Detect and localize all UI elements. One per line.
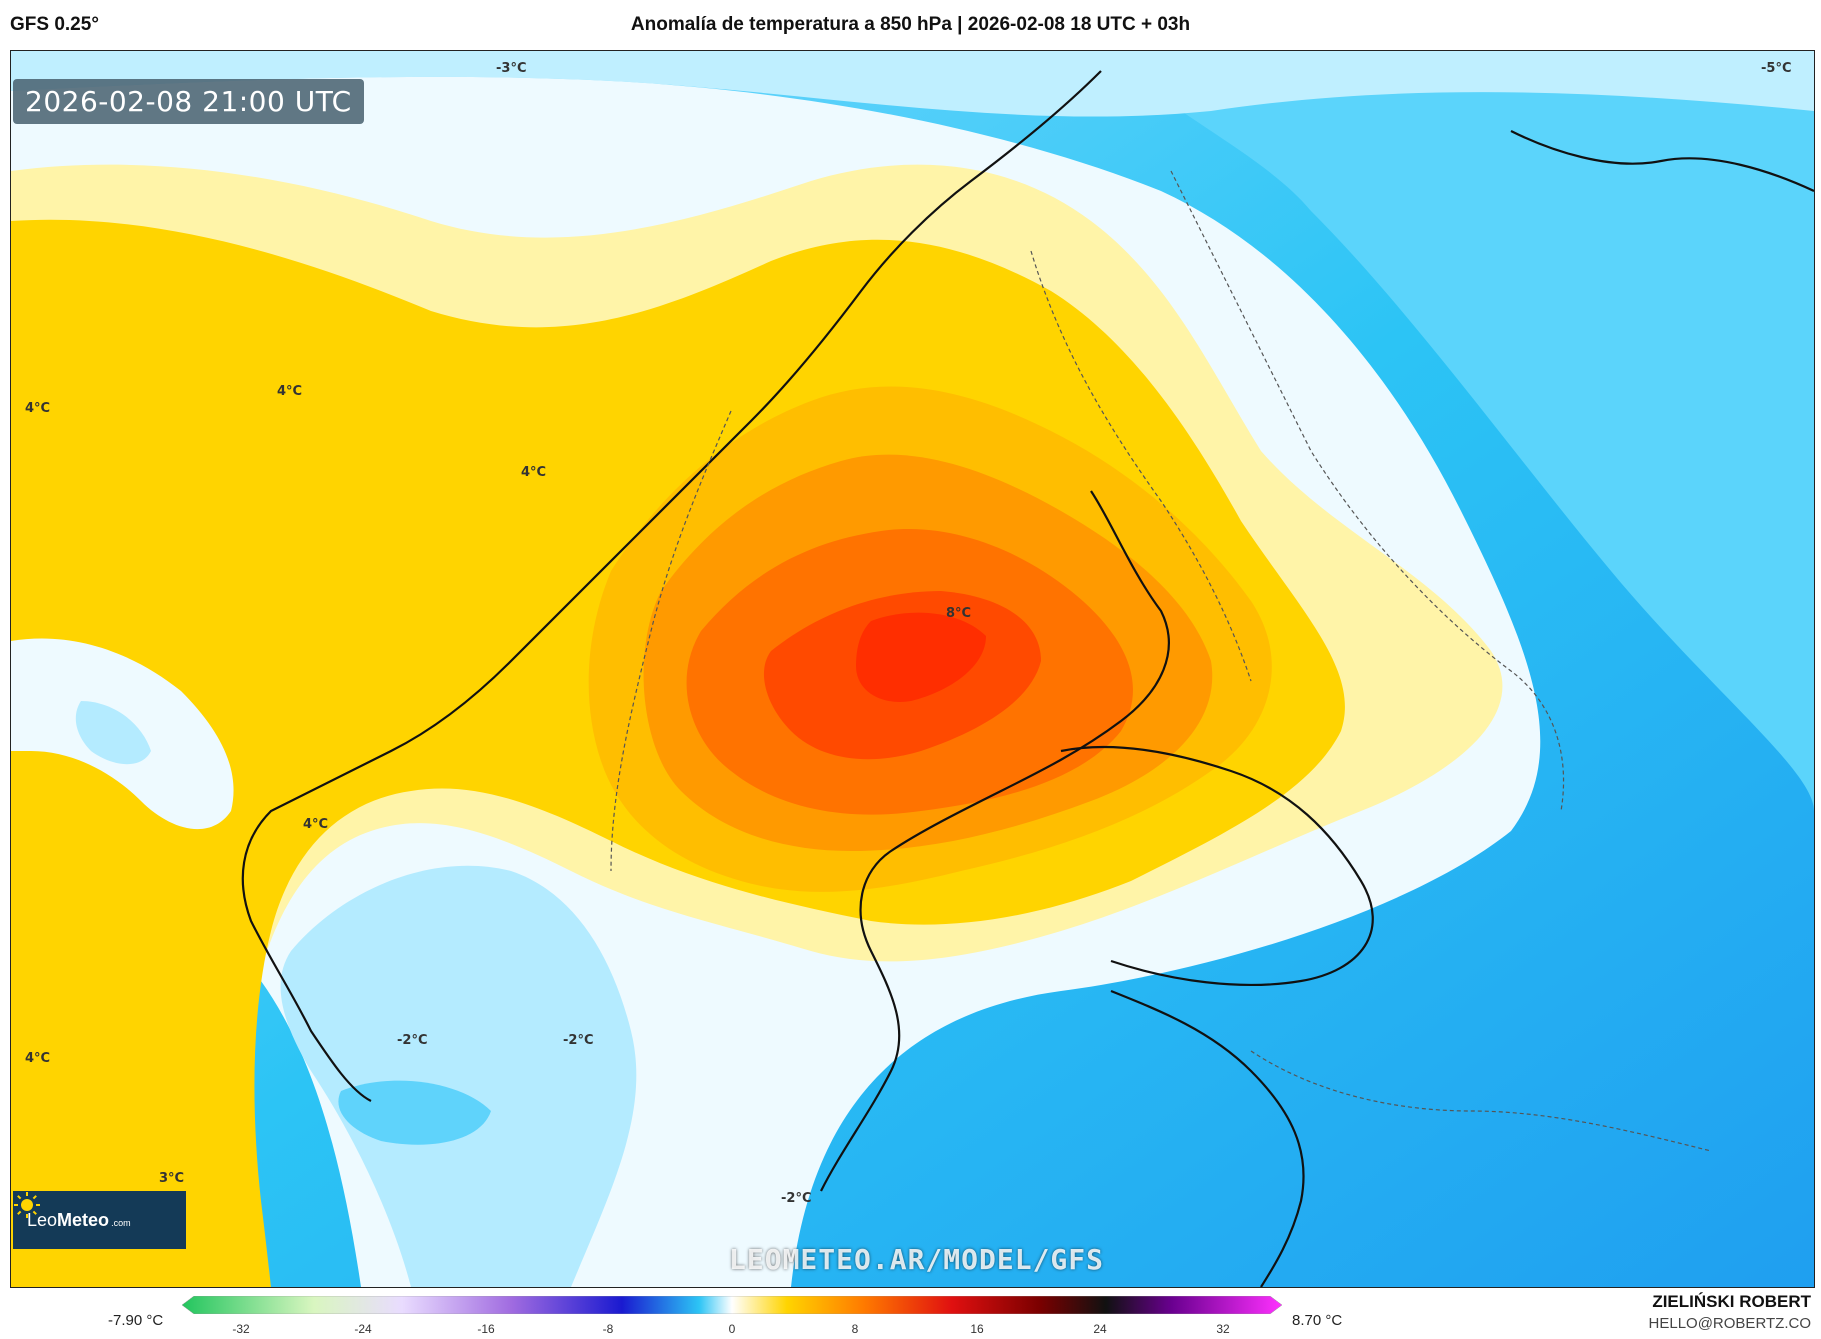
colorbar-max-label: 8.70 °C [1292, 1312, 1343, 1329]
map-title: Anomalía de temperatura a 850 hPa | 2026… [630, 14, 1191, 35]
logo-text-light: Leo [27, 1209, 58, 1230]
logo-text-bold: Meteo [57, 1209, 110, 1230]
watermark: LEOMETEO.AR/MODEL/GFS [729, 1243, 1105, 1276]
colorbar-tick: -16 [477, 1322, 495, 1336]
contour-label: -2°C [397, 1033, 428, 1048]
contour-label: 4°C [25, 401, 51, 416]
map-panel: 2026-02-08 21:00 UTC -3°C -5°C 4°C 4°C 4… [10, 50, 1815, 1288]
colorbar [182, 1296, 1282, 1314]
sun-icon [14, 1192, 40, 1218]
author-name: ZIELIŃSKI ROBERT [1652, 1292, 1811, 1311]
author-email: HELLO@ROBERTZ.CO [1648, 1315, 1811, 1332]
temperature-anomaly-map [11, 51, 1814, 1287]
contour-label: 4°C [277, 384, 303, 399]
colorbar-tick: -24 [354, 1322, 372, 1336]
colorbar-tick: -32 [232, 1322, 250, 1336]
model-label: GFS 0.25° [10, 14, 99, 35]
coastlines [241, 70, 1814, 1287]
colorbar-tick: 8 [851, 1322, 859, 1336]
colorbar-tick: 16 [970, 1322, 984, 1336]
contour-label: 4°C [521, 465, 547, 480]
logo-domain: .com [111, 1218, 131, 1228]
colorbar-tick: 24 [1093, 1322, 1107, 1336]
warm-anomaly-peak [856, 612, 986, 702]
contour-label: 4°C [303, 817, 329, 832]
country-borders [610, 170, 1712, 1152]
cold-band-north [11, 51, 1814, 117]
contour-label: 3°C [159, 1171, 185, 1186]
contour-label: -3°C [496, 61, 527, 76]
leometeo-logo: LeoMeteo .com [13, 1191, 186, 1249]
contour-label: -5°C [1761, 61, 1792, 76]
contour-label: 8°C [946, 606, 972, 621]
cold-patch-scandinavia-south [280, 865, 637, 1287]
cold-spot-west [75, 701, 151, 765]
contour-label: 4°C [25, 1051, 51, 1066]
valid-time-badge: 2026-02-08 21:00 UTC [13, 79, 364, 124]
contour-label: -2°C [781, 1191, 812, 1206]
cold-band-east [11, 51, 1814, 811]
contour-label: -2°C [563, 1033, 594, 1048]
colorbar-tick: 32 [1216, 1322, 1230, 1336]
colorbar-tick: 0 [728, 1322, 736, 1336]
cold-patch-skagerrak [338, 1080, 491, 1145]
colorbar-tick: -8 [602, 1322, 614, 1336]
colorbar-min-label: -7.90 °C [108, 1312, 164, 1329]
